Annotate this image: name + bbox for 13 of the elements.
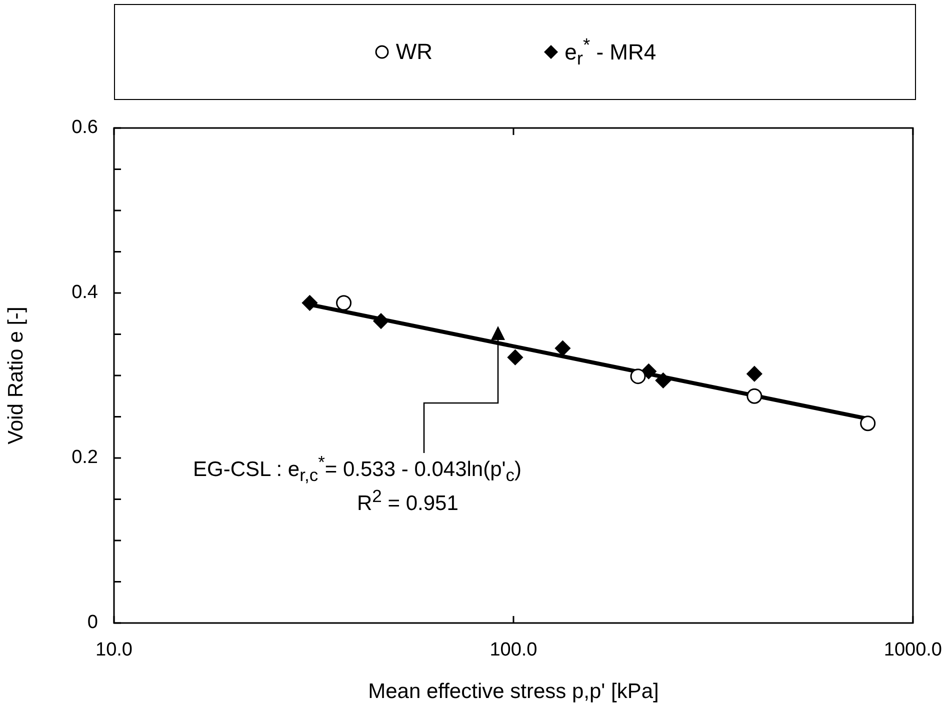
y-tick-label: 0 [87,612,98,634]
annotation: EG-CSL : e$_{r,c}$$^{*}$= 0.533 - 0.043ln(p'$_{c}$) [193,452,522,486]
x-tick-label: 100.0 [490,640,538,661]
legend-label: e$_{r}$$^{*}$ - MR4 [564,34,656,70]
x-axis-title: Mean effective stress p,p' [kPa] [368,680,659,704]
y-tick-label: 0.6 [72,117,98,138]
legend-label: WR [396,39,433,65]
y-tick-label: 0.2 [72,447,98,468]
annotation: R$^{2}$ = 0.951 [357,486,458,516]
y-axis-title: Void Ratio e [-] [4,306,28,444]
x-tick-label: 10.0 [96,640,132,661]
x-tick-label: 1000.0 [884,640,942,661]
y-tick-label: 0.4 [72,282,98,304]
